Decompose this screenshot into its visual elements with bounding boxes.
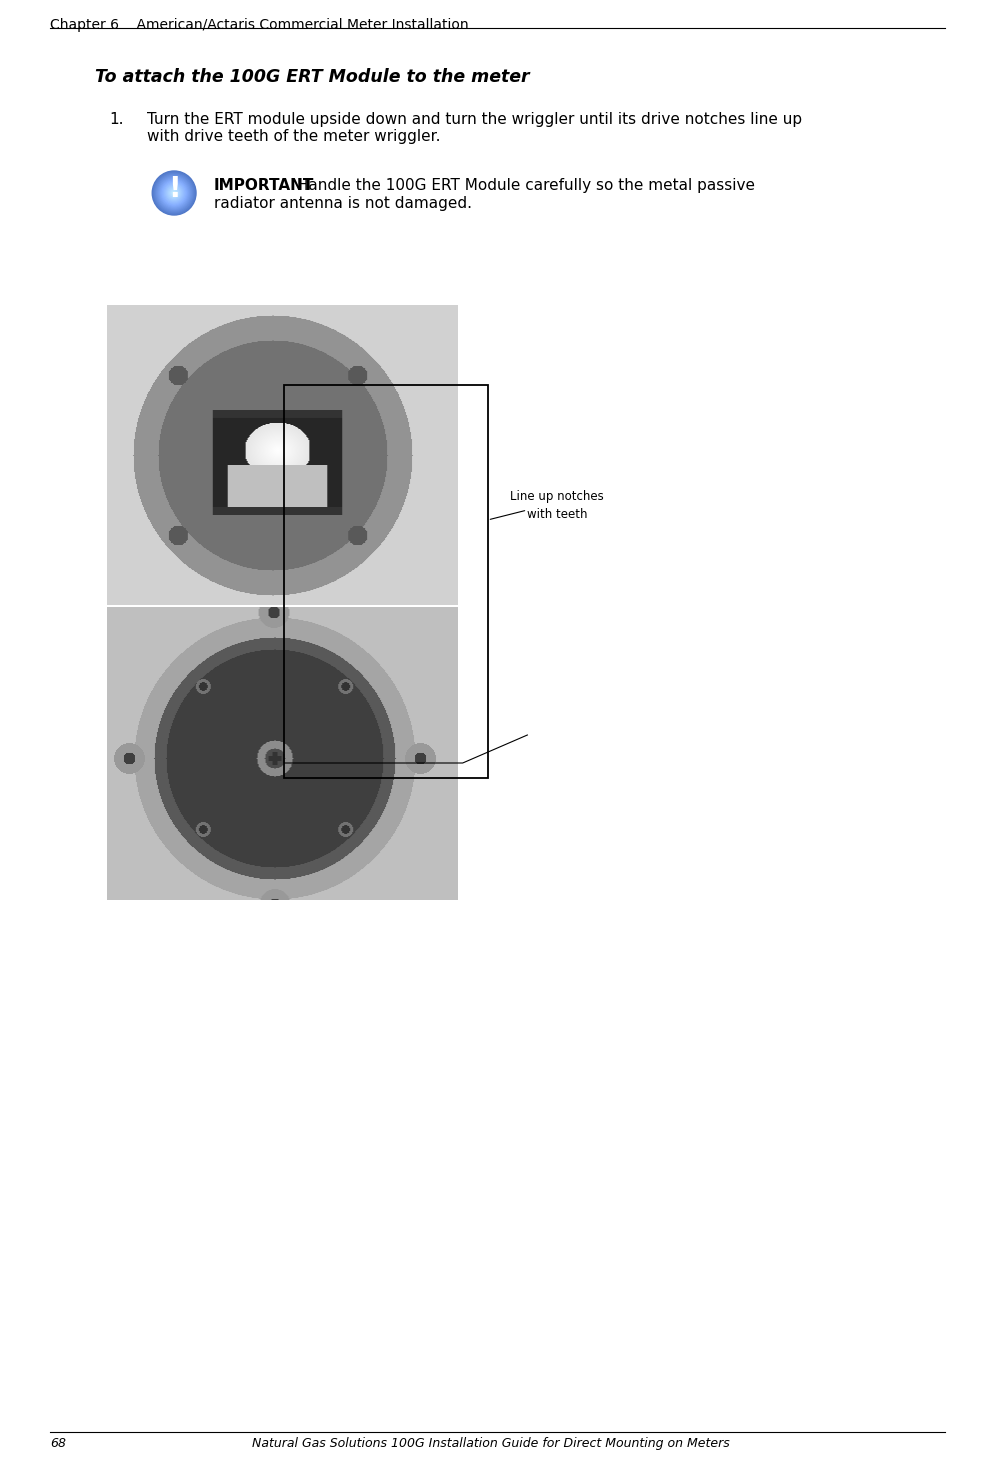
- Text: IMPORTANT: IMPORTANT: [214, 178, 314, 193]
- Text: radiator antenna is not damaged.: radiator antenna is not damaged.: [214, 196, 471, 211]
- Circle shape: [169, 187, 179, 199]
- Text: !: !: [168, 176, 180, 203]
- Text: Chapter 6    American/Actaris Commercial Meter Installation: Chapter 6 American/Actaris Commercial Me…: [49, 18, 468, 32]
- Circle shape: [166, 184, 182, 202]
- Text: 1.: 1.: [109, 113, 124, 127]
- Circle shape: [153, 173, 194, 214]
- Text: To attach the 100G ERT Module to the meter: To attach the 100G ERT Module to the met…: [95, 67, 528, 86]
- Text: Natural Gas Solutions 100G Installation Guide for Direct Mounting on Meters: Natural Gas Solutions 100G Installation …: [251, 1437, 729, 1450]
- Circle shape: [171, 190, 177, 196]
- Circle shape: [160, 178, 188, 208]
- Circle shape: [157, 176, 191, 211]
- Circle shape: [173, 192, 176, 195]
- Circle shape: [168, 186, 180, 199]
- Circle shape: [152, 171, 196, 215]
- Circle shape: [164, 183, 183, 203]
- Circle shape: [167, 186, 181, 200]
- Circle shape: [154, 173, 193, 212]
- Circle shape: [170, 189, 178, 198]
- Bar: [283, 385, 487, 778]
- Text: 68: 68: [49, 1437, 66, 1450]
- Text: Line up notches
with teeth: Line up notches with teeth: [510, 490, 603, 521]
- Circle shape: [162, 181, 186, 205]
- Circle shape: [158, 177, 190, 209]
- Circle shape: [163, 181, 185, 203]
- Text: Handle the 100G ERT Module carefully so the metal passive: Handle the 100G ERT Module carefully so …: [291, 178, 753, 193]
- Circle shape: [172, 190, 176, 195]
- Circle shape: [159, 177, 189, 208]
- Circle shape: [161, 180, 187, 206]
- Text: Turn the ERT module upside down and turn the wriggler until its drive notches li: Turn the ERT module upside down and turn…: [147, 113, 802, 145]
- Circle shape: [156, 174, 192, 212]
